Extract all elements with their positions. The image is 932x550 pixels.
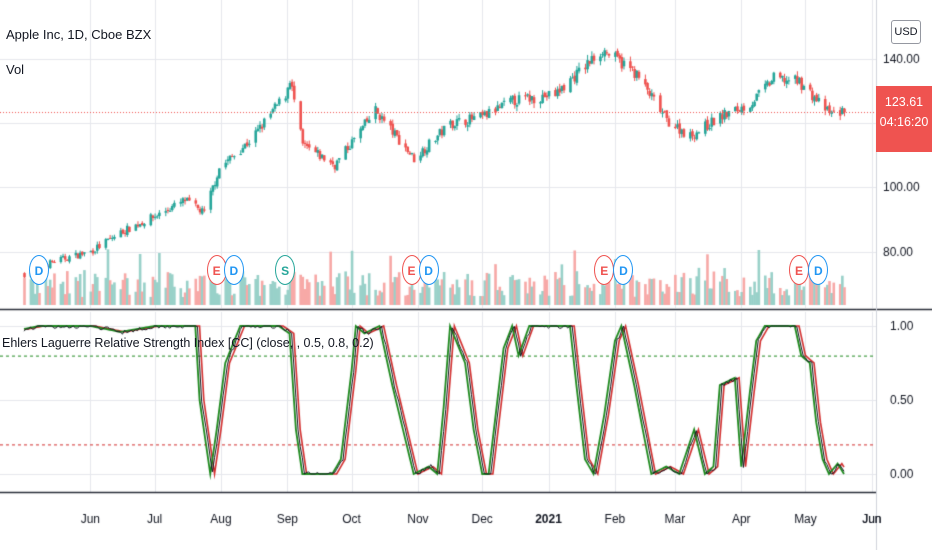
event-marker-dividend[interactable]: D <box>808 255 829 285</box>
last-price-label: 123.61 04:16:20 <box>876 86 932 152</box>
event-marker-split[interactable]: S <box>275 255 296 285</box>
bar-countdown: 04:16:20 <box>879 115 929 129</box>
event-marker-dividend[interactable]: D <box>223 255 244 285</box>
event-marker-earnings[interactable]: E <box>401 255 422 285</box>
event-marker-dividend[interactable]: D <box>28 255 49 285</box>
event-marker-dividend[interactable]: D <box>418 255 439 285</box>
indicator-label[interactable]: Ehlers Laguerre Relative Strength Index … <box>2 336 374 350</box>
volume-label[interactable]: Vol <box>6 62 25 77</box>
currency-button[interactable]: USD <box>891 20 921 44</box>
last-price: 123.61 <box>884 95 924 109</box>
event-marker-earnings[interactable]: E <box>789 255 810 285</box>
symbol-title[interactable]: Apple Inc, 1D, Cboe BZX <box>6 27 152 42</box>
event-marker-dividend[interactable]: D <box>613 255 634 285</box>
